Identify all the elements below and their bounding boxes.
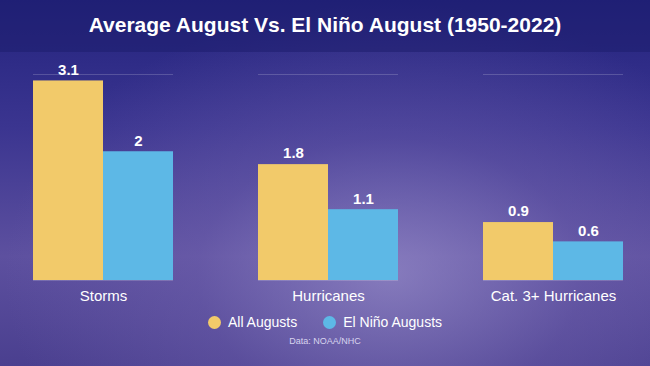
svg-text:Cat. 3+ Hurricanes: Cat. 3+ Hurricanes [491, 287, 616, 304]
svg-text:0.6: 0.6 [578, 222, 599, 239]
svg-text:1.1: 1.1 [353, 189, 374, 206]
html-text:Data: NOAA/NHC: Data: NOAA/NHC [289, 336, 361, 346]
html-text:El Niño Augusts: El Niño Augusts [343, 314, 442, 330]
svg-text:Storms: Storms [80, 287, 128, 304]
html-text:All Augusts: All Augusts [227, 314, 298, 330]
svg-text:2: 2 [134, 132, 142, 149]
svg-text:3.1: 3.1 [58, 61, 79, 78]
html-text:Average August Vs. El Niño Aug: Average August Vs. El Niño August (1950-… [88, 13, 562, 36]
svg-text:1.8: 1.8 [283, 144, 304, 161]
svg-text:Hurricanes: Hurricanes [292, 287, 365, 304]
svg-text:0.9: 0.9 [508, 202, 529, 219]
